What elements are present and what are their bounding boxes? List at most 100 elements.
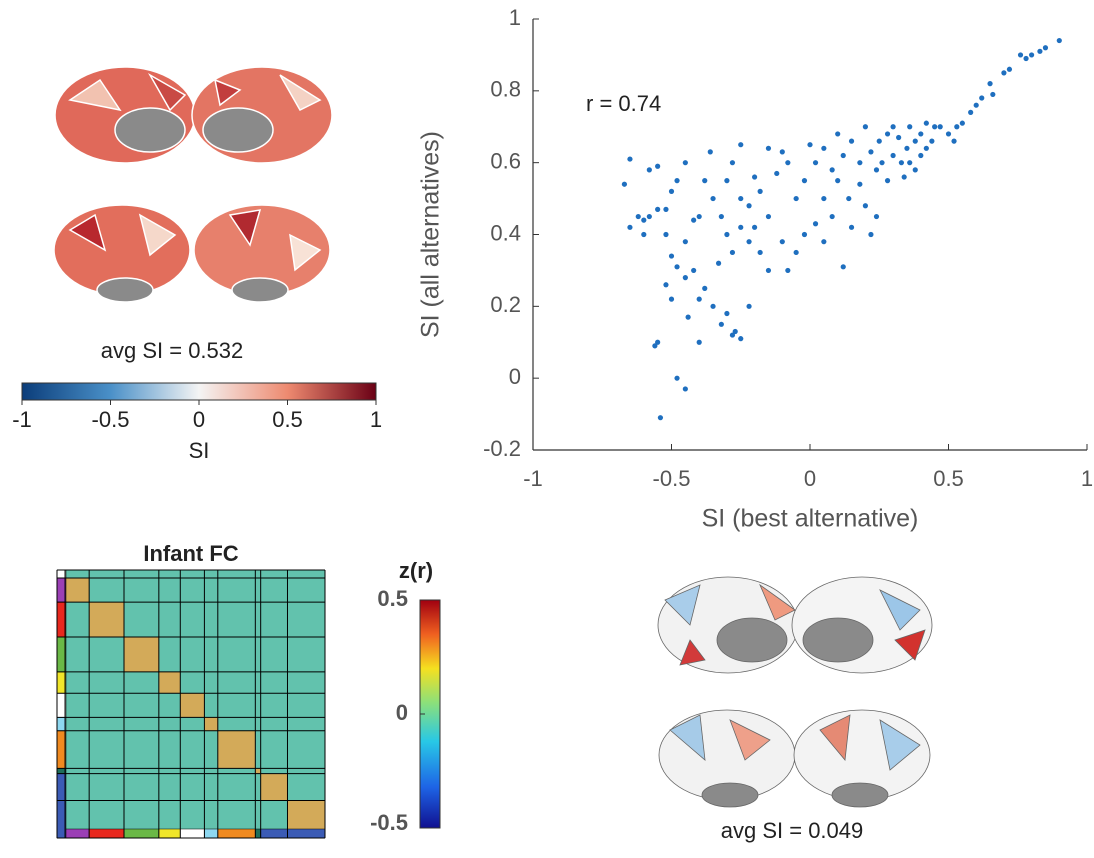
x-tick-label: -1 [523,466,543,491]
point [890,152,896,159]
point [923,120,929,126]
colorbar-title: z(r) [399,558,433,583]
si-colorbar [21,382,377,401]
point [732,328,738,335]
point [696,296,702,302]
point [793,195,799,202]
point [987,81,993,87]
point [846,195,852,202]
y-tick-label: 0 [509,364,521,389]
point [774,170,780,177]
point [663,231,669,238]
y-tick-label: 0.8 [490,77,521,102]
point [752,174,758,180]
point [857,160,863,166]
map-title: avg SI = 0.049 [721,818,864,843]
point [801,231,808,238]
map-title: avg SI = 0.532 [101,338,244,363]
diagonal-block [180,693,205,718]
point [873,213,880,220]
point [707,149,713,155]
module-strip [88,828,125,839]
colorbar-tick-label: -1 [12,407,32,432]
point [1042,45,1049,51]
point [696,213,702,220]
point [876,138,882,144]
point [1037,48,1043,54]
heatmap-title: Infant FC [143,541,238,566]
point [884,131,891,137]
y-tick-label: 1 [509,5,521,30]
brain-renderings-bottom [657,576,933,808]
x-axis-label: SI (best alternative) [702,505,919,533]
point [857,181,863,187]
module-strip [204,828,219,839]
module-strip [123,828,160,839]
point [702,285,708,291]
point [812,160,819,166]
point [674,375,680,381]
diagonal-block [204,717,218,731]
point [907,124,913,130]
y-tick-label: 0.4 [490,220,521,245]
y-tick-label: -0.2 [483,436,521,461]
point [918,131,924,137]
point [724,310,730,317]
point [1023,55,1029,62]
point [757,249,763,256]
point [765,145,772,151]
colorbar-tick-label: 0 [193,407,205,432]
point [873,167,880,173]
point [710,303,716,309]
point [646,213,652,220]
point [627,156,633,162]
point [646,167,652,173]
point [959,120,965,126]
point [904,145,910,151]
point [779,149,785,155]
point [652,343,658,349]
point [848,224,855,230]
point [718,213,724,220]
module-strip [255,828,261,839]
point [932,124,938,130]
point [879,160,885,166]
point [655,339,661,345]
point [663,206,669,212]
point [1029,52,1035,58]
point [862,124,869,130]
colorbar-tick-label: -0.5 [370,810,408,835]
point [668,188,675,194]
x-tick-label: 0 [804,466,816,491]
point [738,195,744,202]
colorbar-label: SI [189,438,210,463]
point [835,131,841,137]
point [840,152,846,159]
point [682,160,688,166]
point [746,239,752,245]
point [835,178,841,184]
point [674,264,680,270]
module-strip [158,828,181,839]
point [765,213,772,220]
point [868,149,874,155]
point [923,145,929,151]
point [907,160,913,166]
diagonal-block [255,768,261,774]
diagonal-block [217,730,256,769]
point [682,239,688,245]
x-tick-label: 1 [1081,466,1093,491]
annotation: r = 0.74 [586,91,661,116]
y-tick-label: 0.2 [490,292,521,317]
point [821,239,827,245]
point [691,267,697,274]
point [979,95,985,101]
point [868,231,874,238]
diagonal-block [65,578,90,603]
point [807,142,813,148]
point [829,213,835,220]
point [929,138,935,144]
point [655,206,661,212]
point [738,142,744,148]
diagonal-block [89,602,124,637]
